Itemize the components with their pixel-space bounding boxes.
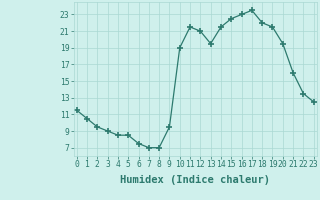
X-axis label: Humidex (Indice chaleur): Humidex (Indice chaleur): [120, 175, 270, 185]
